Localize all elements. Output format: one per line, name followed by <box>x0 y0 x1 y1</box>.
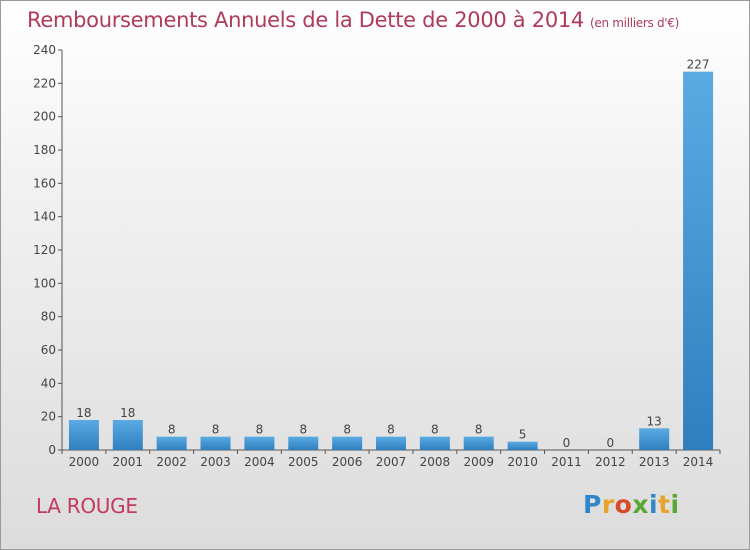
data-label: 18 <box>120 406 135 420</box>
logo-letter: t <box>658 490 671 519</box>
logo-letter: o <box>614 490 633 519</box>
logo-letter: r <box>601 490 615 519</box>
bars <box>68 71 714 451</box>
x-tick-label: 2011 <box>551 455 582 469</box>
data-label: 8 <box>343 423 351 437</box>
data-label: 8 <box>431 423 439 437</box>
y-tick-label: 180 <box>33 143 56 157</box>
data-label: 18 <box>76 406 91 420</box>
x-tick-label: 2003 <box>200 455 231 469</box>
bar-2001 <box>112 420 143 450</box>
logo-letter: x <box>632 490 649 519</box>
x-tick-label: 2009 <box>463 455 494 469</box>
y-tick-label: 120 <box>33 243 56 257</box>
y-tick-label: 0 <box>48 443 56 457</box>
chart-title-text: Remboursements Annuels de la Dette de 20… <box>27 8 584 32</box>
bar-2005 <box>288 436 319 450</box>
x-tick-label: 2000 <box>69 455 100 469</box>
x-tick-label: 2013 <box>639 455 670 469</box>
data-label: 13 <box>647 414 662 428</box>
logo-letter: i <box>670 490 680 519</box>
data-label: 227 <box>687 58 710 72</box>
x-tick-label: 2001 <box>113 455 144 469</box>
x-tick-label: 2002 <box>156 455 187 469</box>
bar-2007 <box>376 436 406 450</box>
bar-2009 <box>463 436 494 450</box>
x-tick-label: 2007 <box>376 455 407 469</box>
data-label: 8 <box>256 423 264 437</box>
x-tick-label: 2006 <box>332 455 363 469</box>
y-tick-label: 100 <box>33 276 56 290</box>
y-tick-label: 200 <box>33 110 56 124</box>
data-label: 0 <box>563 436 571 450</box>
chart-unit-note: (en milliers d'€) <box>590 16 680 30</box>
data-label: 8 <box>475 423 483 437</box>
y-tick-label: 80 <box>41 310 56 324</box>
y-tick-label: 160 <box>33 176 56 190</box>
bar-2013 <box>639 428 670 450</box>
location-name: LA ROUGE <box>36 494 138 518</box>
y-axis: 0 20 40 60 80 100 120 140 160 180 200 220 240 <box>33 43 63 457</box>
data-label: 8 <box>212 423 220 437</box>
bar-2014 <box>683 71 714 451</box>
bar-2004 <box>244 436 275 450</box>
data-label: 8 <box>168 423 176 437</box>
bar-2010 <box>507 441 538 450</box>
bar-2006 <box>332 436 363 450</box>
data-label: 0 <box>607 436 615 450</box>
data-label: 8 <box>387 423 395 437</box>
x-tick-label: 2010 <box>507 455 538 469</box>
y-tick-label: 40 <box>41 376 56 390</box>
x-tick-label: 2012 <box>595 455 626 469</box>
y-tick-label: 20 <box>41 410 56 424</box>
x-tick-label: 2014 <box>683 455 714 469</box>
proxiti-logo[interactable]: Proxiti <box>583 490 680 519</box>
chart-title: Remboursements Annuels de la Dette de 20… <box>27 8 679 32</box>
bar-2000 <box>68 420 99 450</box>
x-tick-label: 2008 <box>420 455 451 469</box>
y-tick-label: 220 <box>33 76 56 90</box>
logo-letter: P <box>583 490 602 519</box>
logo-letter: i <box>649 490 659 519</box>
y-tick-label: 60 <box>41 343 56 357</box>
bar-2002 <box>156 436 187 450</box>
x-tick-label: 2005 <box>288 455 319 469</box>
y-tick-label: 140 <box>33 210 56 224</box>
bar-2008 <box>419 436 450 450</box>
x-tick-label: 2004 <box>244 455 275 469</box>
y-tick-label: 240 <box>33 43 56 57</box>
x-axis: 2000 2001 2002 2003 2004 2005 2006 2007 2008 2009… <box>61 449 721 469</box>
data-labels: 18 18 8 8 8 8 8 8 8 8 5 0 0 13 227 <box>76 58 709 450</box>
bar-2003 <box>200 436 231 450</box>
data-label: 5 <box>519 428 527 442</box>
data-label: 8 <box>299 423 307 437</box>
